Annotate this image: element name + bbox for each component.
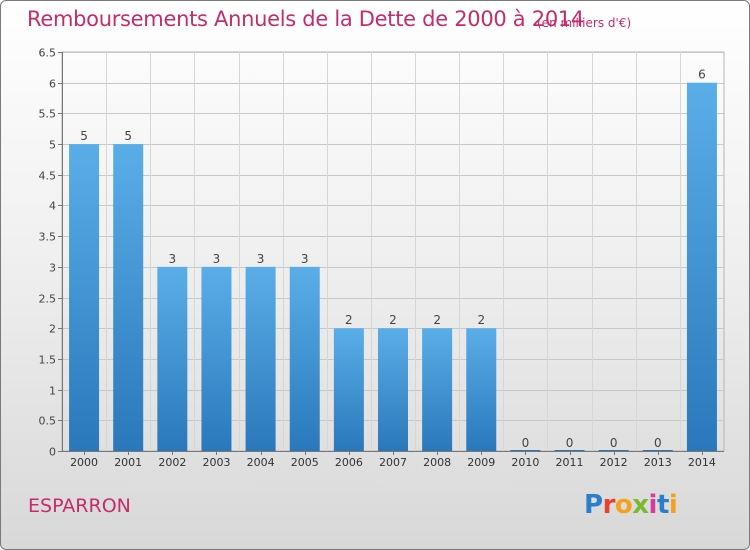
x-tick-label: 2004	[247, 456, 275, 469]
bar	[157, 266, 188, 451]
x-tick-label: 2010	[511, 456, 539, 469]
data-label: 3	[301, 252, 309, 266]
data-label: 6	[698, 68, 706, 82]
bar	[333, 328, 364, 451]
y-tick-label: 0	[49, 446, 56, 459]
data-label: 0	[566, 436, 574, 450]
labels: 00.511.522.533.544.555.566.5200052001520…	[39, 47, 716, 470]
logo-letter: i	[648, 490, 658, 520]
y-tick-label: 5.5	[39, 108, 57, 121]
data-label: 5	[80, 129, 88, 143]
x-tick-label: 2002	[158, 456, 186, 469]
logo-letter: P	[584, 490, 603, 520]
bar	[201, 266, 232, 451]
logo-letter: x	[632, 490, 649, 520]
y-tick-label: 6	[49, 78, 56, 91]
bar	[510, 450, 541, 451]
bar	[69, 144, 100, 452]
data-label: 2	[389, 313, 397, 327]
bar	[642, 450, 673, 451]
bar	[466, 328, 497, 451]
x-tick-label: 2014	[688, 456, 716, 469]
x-tick-label: 2011	[556, 456, 584, 469]
y-tick-label: 4	[49, 200, 56, 213]
x-tick-label: 2001	[114, 456, 142, 469]
bars	[69, 82, 717, 452]
x-tick-label: 2003	[202, 456, 230, 469]
chart-unit: (en milliers d'€)	[537, 16, 632, 30]
x-tick-label: 2006	[335, 456, 363, 469]
bar	[554, 450, 585, 451]
bar	[598, 450, 629, 451]
chart-title: Remboursements Annuels de la Dette de 20…	[27, 7, 584, 31]
axes	[58, 52, 724, 455]
x-tick-label: 2008	[423, 456, 451, 469]
data-label: 2	[477, 313, 485, 327]
x-tick-label: 2000	[70, 456, 98, 469]
x-tick-label: 2013	[644, 456, 672, 469]
logo-letter: i	[668, 490, 678, 520]
data-label: 3	[213, 252, 221, 266]
x-tick-label: 2005	[291, 456, 319, 469]
commune-name: ESPARRON	[28, 495, 131, 517]
y-tick-label: 3	[49, 262, 56, 275]
bar	[113, 144, 144, 452]
x-tick-label: 2012	[600, 456, 628, 469]
data-label: 0	[610, 436, 618, 450]
logo-letter: o	[614, 490, 633, 520]
bar	[422, 328, 453, 451]
y-tick-label: 2.5	[39, 293, 57, 306]
data-label: 3	[257, 252, 265, 266]
x-tick-label: 2009	[467, 456, 495, 469]
x-tick-label: 2007	[379, 456, 407, 469]
data-label: 0	[522, 436, 530, 450]
y-tick-label: 1.5	[39, 354, 57, 367]
data-label: 2	[345, 313, 353, 327]
y-tick-label: 4.5	[39, 170, 57, 183]
y-tick-label: 3.5	[39, 231, 57, 244]
y-tick-label: 0.5	[39, 415, 57, 428]
proxiti-logo: Proxiti	[584, 490, 678, 520]
y-tick-label: 2	[49, 323, 56, 336]
data-label: 0	[654, 436, 662, 450]
bar	[378, 328, 408, 451]
logo-letter: t	[656, 490, 669, 520]
y-tick-label: 5	[49, 139, 56, 152]
y-tick-label: 6.5	[39, 47, 57, 60]
data-label: 5	[124, 129, 132, 143]
data-label: 3	[169, 252, 177, 266]
data-label: 2	[433, 313, 441, 327]
bar	[245, 266, 276, 451]
bar	[289, 266, 320, 451]
logo-letter: r	[602, 490, 616, 520]
y-tick-label: 1	[49, 385, 56, 398]
bar	[686, 82, 717, 451]
